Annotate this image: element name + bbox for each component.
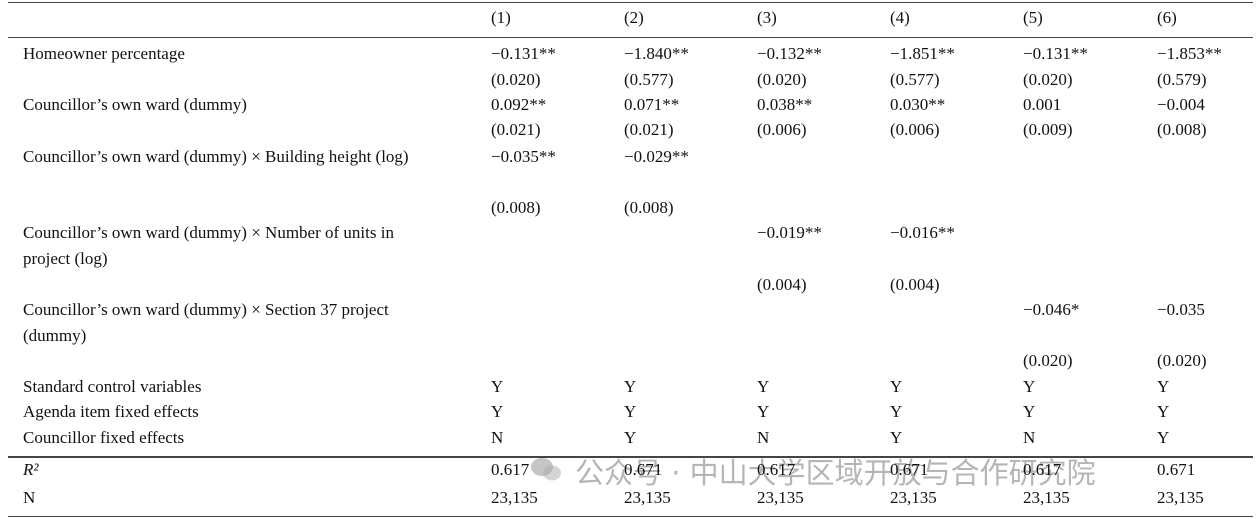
stats-rule [8,456,1253,458]
column-header: (2) [624,8,644,27]
table-cell: 23,135 [890,488,937,507]
row-label: Councillor’s own ward (dummy) [23,95,247,114]
watermark-icon [531,458,561,481]
table-cell: (0.021) [624,120,674,139]
table-cell: Y [757,402,770,421]
table-cell: 23,135 [1023,488,1070,507]
table-cell: Y [491,377,504,396]
row-label: Homeowner percentage [23,44,185,63]
table-cell: (0.577) [624,70,674,89]
header-rule [8,37,1253,38]
table-cell: Y [1157,377,1170,396]
table-cell: 0.617 [491,460,530,479]
table-cell: (0.004) [890,275,940,294]
table-cell: (0.006) [757,120,807,139]
table-cell: 0.671 [890,460,929,479]
table-cell: Y [624,428,637,447]
table-cell: 0.671 [1157,460,1196,479]
column-header: (6) [1157,8,1177,27]
table-cell: −0.016** [890,223,955,242]
column-header: (1) [491,8,511,27]
top-rule [8,2,1253,3]
table-cell: 0.038** [757,95,813,114]
table-cell: (0.020) [491,70,541,89]
table-cell: −0.035 [1157,300,1205,319]
table-cell: Y [624,377,637,396]
row-label: Standard control variables [23,377,202,396]
table-cell: N [1023,428,1036,447]
table-cell: 0.617 [757,460,796,479]
row-label: R² [23,460,39,479]
table-cell: −0.131** [491,44,556,63]
table-cell: 0.671 [624,460,663,479]
table-cell: 23,135 [624,488,671,507]
table-cell: (0.020) [757,70,807,89]
row-label: Councillor’s own ward (dummy) × Section … [23,300,389,345]
table-cell: (0.009) [1023,120,1073,139]
table-cell: −0.004 [1157,95,1205,114]
table-cell: 23,135 [491,488,538,507]
table-cell: (0.579) [1157,70,1207,89]
column-header: (5) [1023,8,1043,27]
table-cell: −0.132** [757,44,822,63]
table-cell: Y [890,428,903,447]
table-cell: Y [1023,377,1036,396]
table-cell: (0.020) [1023,351,1073,370]
table-cell: (0.004) [757,275,807,294]
column-header: (3) [757,8,777,27]
table-cell: Y [1157,428,1170,447]
table-cell: (0.021) [491,120,541,139]
table-cell: 0.092** [491,95,547,114]
table-cell: Y [1023,402,1036,421]
table-cell: 0.617 [1023,460,1062,479]
row-label: N [23,488,36,507]
row-label: Councillor’s own ward (dummy) × Number o… [23,223,394,268]
table-cell: Y [757,377,770,396]
table-cell: −0.046* [1023,300,1080,319]
bottom-rule [8,516,1253,517]
table-cell: 23,135 [1157,488,1204,507]
table-cell: (0.577) [890,70,940,89]
table-cell: (0.020) [1023,70,1073,89]
table-cell: (0.008) [1157,120,1207,139]
table-cell: −1.840** [624,44,689,63]
table-cell: N [491,428,504,447]
table-cell: Y [491,402,504,421]
table-cell: Y [890,377,903,396]
row-label: Councillor’s own ward (dummy) × Building… [23,147,409,166]
table-cell: 0.071** [624,95,680,114]
table-cell: (0.008) [491,198,541,217]
table-cell: Y [1157,402,1170,421]
table-cell: (0.008) [624,198,674,217]
table-cell: −1.851** [890,44,955,63]
table-cell: 23,135 [757,488,804,507]
table-cell: 0.001 [1023,95,1062,114]
column-header: (4) [890,8,910,27]
table-cell: 0.030** [890,95,946,114]
table-cell: −1.853** [1157,44,1222,63]
table-cell: (0.020) [1157,351,1207,370]
table-cell: N [757,428,770,447]
table-cell: −0.019** [757,223,822,242]
table-cell: −0.029** [624,147,689,166]
table-cell: Y [890,402,903,421]
table-cell: (0.006) [890,120,940,139]
table-cell: −0.131** [1023,44,1088,63]
row-label: Councillor fixed effects [23,428,185,447]
table-cell: Y [624,402,637,421]
watermark: 公众号 · 中山大学区域开放与合作研究院 [575,456,1096,490]
row-label: Agenda item fixed effects [23,402,199,421]
table-cell: −0.035** [491,147,556,166]
